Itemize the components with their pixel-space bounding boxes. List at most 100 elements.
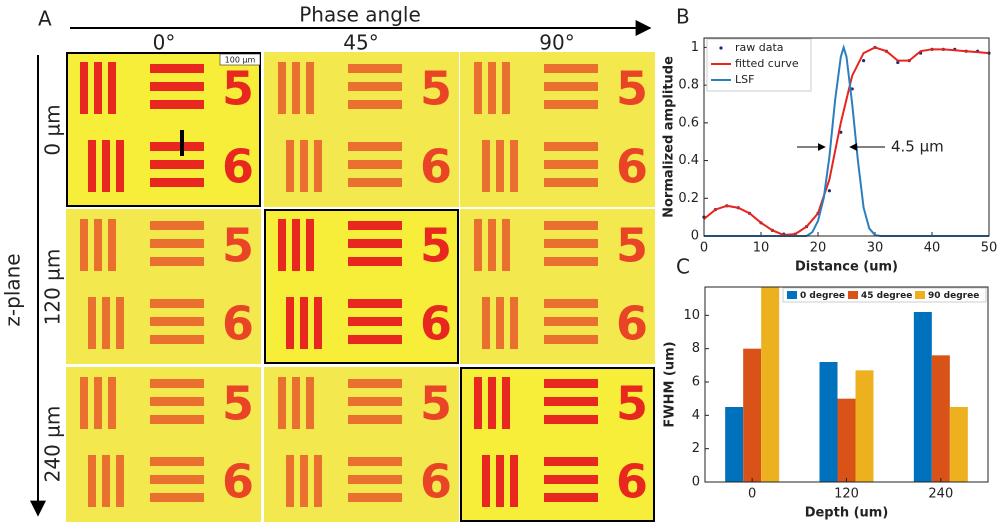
target-bar (306, 62, 314, 114)
target-bar (300, 140, 308, 192)
data-point (862, 59, 866, 63)
target-bar (150, 415, 204, 424)
target-bar (348, 493, 402, 502)
target-bar (150, 160, 204, 169)
y-tick-label: 6 (692, 375, 700, 390)
column-label: 0° (153, 31, 176, 55)
legend-label: 90 degree (928, 291, 979, 301)
x-axis-label: Distance (um) (795, 260, 898, 275)
target-bar (544, 160, 598, 169)
y-tick-label: 1 (691, 40, 699, 55)
target-bar (314, 140, 322, 192)
x-tick-label: 0 (700, 241, 708, 256)
target-bar (94, 62, 102, 114)
target-bar (150, 493, 204, 502)
axes-box (703, 37, 990, 237)
target-bar (348, 415, 402, 424)
target-bar (488, 62, 496, 114)
target-bar (80, 219, 88, 271)
target-bar (474, 219, 482, 271)
target-bar (108, 62, 116, 114)
target-digit: 5 (420, 219, 452, 273)
target-bar (150, 299, 204, 308)
column-label: 45° (343, 31, 378, 55)
target-bar (482, 455, 490, 507)
target-bar (544, 415, 598, 424)
bar (761, 287, 780, 482)
bar (819, 362, 838, 482)
image-cell: 56 (460, 209, 655, 364)
bar (725, 407, 744, 482)
target-bar (348, 397, 402, 406)
image-cell: 56 (264, 367, 459, 522)
target-bar (300, 297, 308, 349)
target-bar (108, 377, 116, 429)
target-digit: 6 (616, 140, 648, 194)
target-bar (102, 140, 110, 192)
target-bar (150, 64, 204, 73)
target-bar (278, 219, 286, 271)
target-digit: 5 (420, 377, 452, 431)
target-bar (94, 219, 102, 271)
legend-label: fitted curve (735, 57, 799, 70)
column-label: 90° (539, 31, 574, 55)
target-bar (502, 219, 510, 271)
target-bar (544, 64, 598, 73)
legend-label: raw data (735, 41, 784, 54)
target-bar (544, 257, 598, 266)
target-bar (544, 100, 598, 109)
target-bar (474, 377, 482, 429)
target-bar (278, 62, 286, 114)
x-tick-label: 10 (753, 241, 770, 256)
target-bar (286, 455, 294, 507)
target-bar (544, 493, 598, 502)
data-point (827, 189, 832, 193)
target-bar (348, 64, 402, 73)
image-cell: 56 (264, 209, 459, 364)
y-axis-label: FWHM (um) (663, 341, 678, 427)
highlight-box (66, 52, 261, 207)
target-bar (94, 377, 102, 429)
target-bar (348, 100, 402, 109)
legend-swatch (719, 46, 723, 50)
target-bar (292, 62, 300, 114)
target-bar (544, 379, 598, 388)
target-bar (314, 297, 322, 349)
axes-box (704, 286, 989, 483)
target-digit: 6 (420, 455, 452, 509)
y-tick-label: 0.4 (678, 153, 699, 168)
target-bar (544, 142, 598, 151)
bar (949, 407, 968, 482)
bar (743, 348, 762, 482)
target-bar (496, 297, 504, 349)
target-bar (314, 455, 322, 507)
target-bar (150, 100, 204, 109)
target-bar (348, 82, 402, 91)
y-tick-label: 10 (683, 308, 700, 323)
x-axis-label: Depth (um) (805, 506, 889, 521)
target-bar (544, 178, 598, 187)
target-bar (544, 457, 598, 466)
legend-label: LSF (735, 73, 754, 86)
column-axis-title: Phase angle (299, 3, 421, 27)
target-bar (544, 475, 598, 484)
legend-swatch (848, 291, 858, 299)
target-bar (292, 219, 300, 271)
highlight-box (460, 367, 655, 522)
row-label: 120 µm (41, 249, 65, 326)
target-bar (348, 317, 402, 326)
target-bar (544, 82, 598, 91)
target-bar (348, 457, 402, 466)
target-bar (496, 140, 504, 192)
image-cell: 56 (66, 52, 261, 207)
target-bar (544, 299, 598, 308)
target-bar (488, 219, 496, 271)
target-bar (278, 377, 286, 429)
target-bar (544, 335, 598, 344)
y-tick-label: 2 (692, 441, 700, 456)
target-digit: 6 (616, 455, 648, 509)
x-tick-label: 240 (928, 487, 953, 502)
target-bar (510, 455, 518, 507)
target-bar (150, 475, 204, 484)
